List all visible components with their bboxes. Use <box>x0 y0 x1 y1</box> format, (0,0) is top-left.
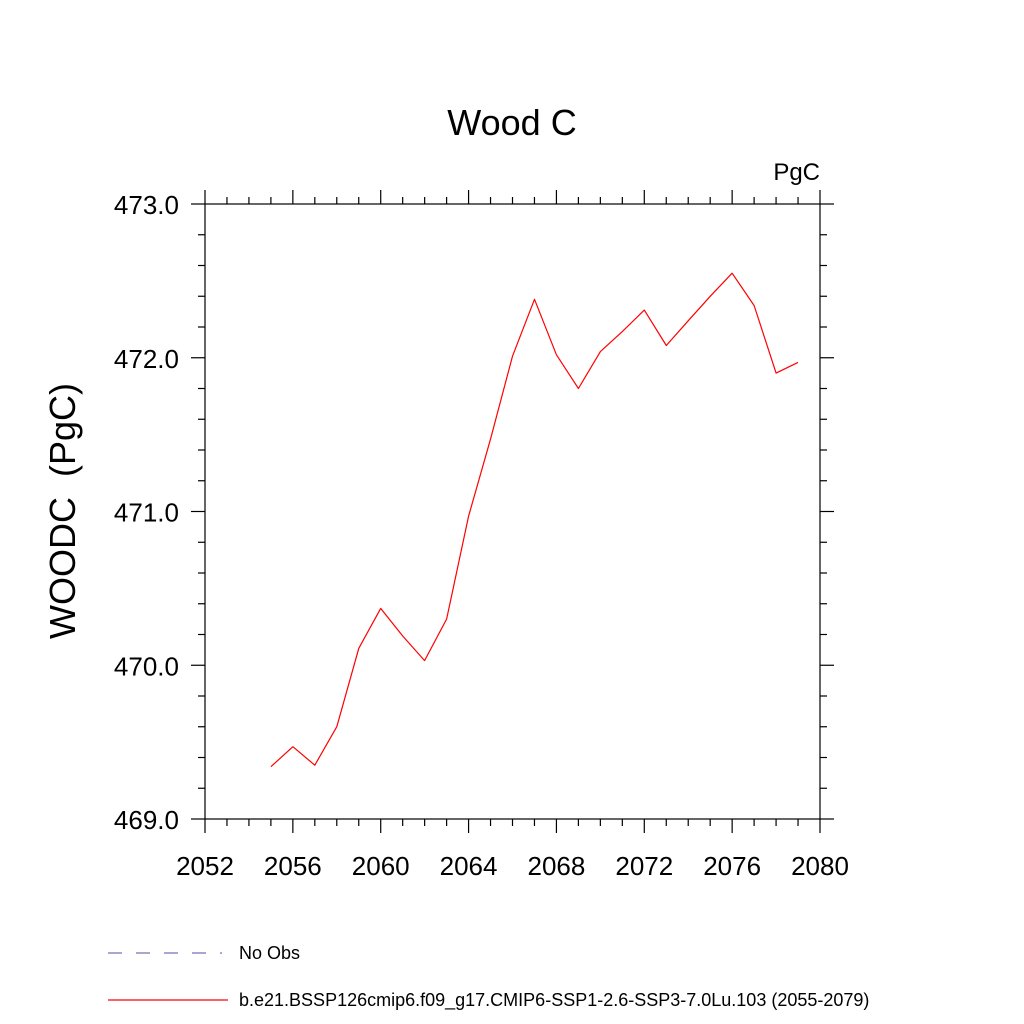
y-axis-label: WOODC (PgC) <box>42 383 83 639</box>
series-layer <box>270 272 799 768</box>
x-tick-label: 2064 <box>440 851 498 881</box>
x-tick-label: 2072 <box>615 851 673 881</box>
legend: No Obs b.e21.BSSP126cmip6.f09_g17.CMIP6-… <box>108 943 869 1011</box>
x-tick-label: 2052 <box>176 851 234 881</box>
x-tick-label: 2056 <box>264 851 322 881</box>
x-tick-label: 2080 <box>791 851 849 881</box>
y-tick-label: 469.0 <box>114 805 179 835</box>
y-tick-label: 471.0 <box>114 498 179 528</box>
units-label: PgC <box>773 159 820 186</box>
x-tick-labels: 2052 2056 2060 2064 2068 2072 2076 2080 <box>176 851 849 881</box>
axis-ticks <box>191 190 834 833</box>
y-tick-labels: 469.0 470.0 471.0 472.0 473.0 <box>114 190 179 835</box>
legend-label-no-obs: No Obs <box>239 943 300 963</box>
y-tick-label: 472.0 <box>114 344 179 374</box>
plot-frame <box>204 203 821 820</box>
chart-title: Wood C <box>447 102 576 143</box>
x-tick-label: 2060 <box>352 851 410 881</box>
y-tick-label: 473.0 <box>114 190 179 220</box>
y-tick-label: 470.0 <box>114 651 179 681</box>
legend-label-model-run: b.e21.BSSP126cmip6.f09_g17.CMIP6-SSP1-2.… <box>239 990 869 1011</box>
x-tick-label: 2068 <box>528 851 586 881</box>
x-tick-label: 2076 <box>703 851 761 881</box>
series-line <box>270 272 799 768</box>
